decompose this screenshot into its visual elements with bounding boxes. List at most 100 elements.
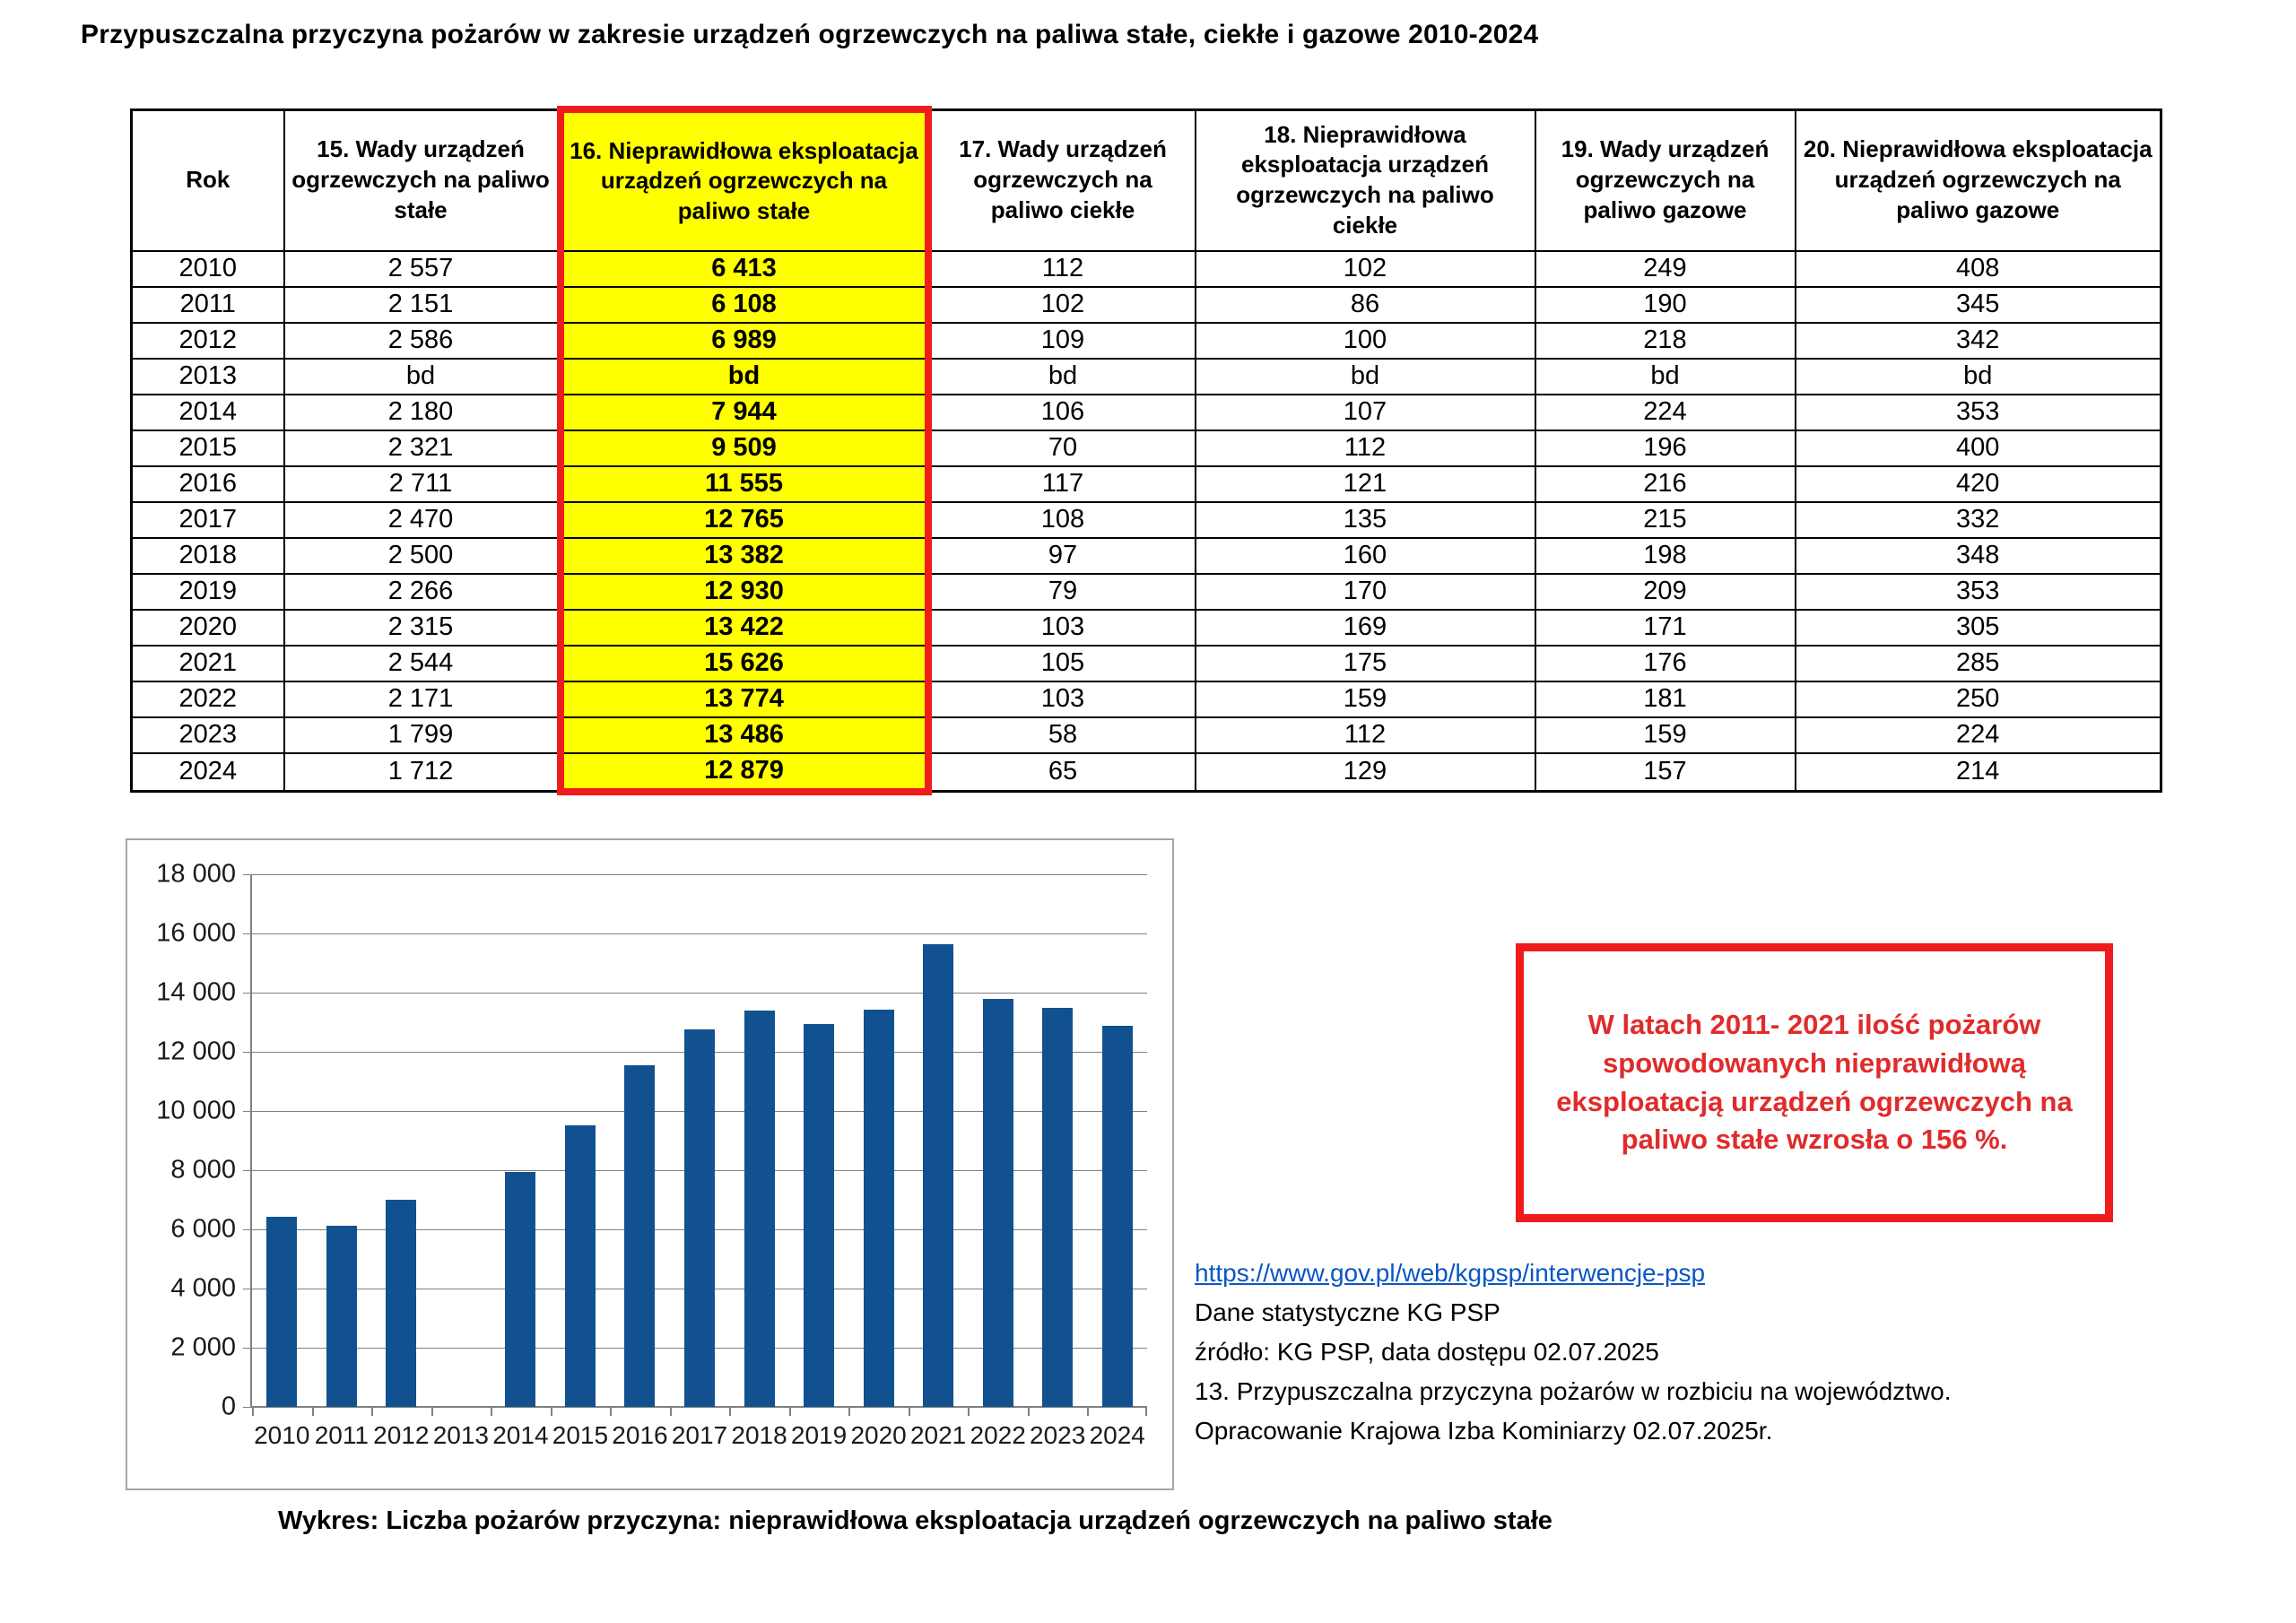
value-cell: 100 <box>1194 321 1536 360</box>
y-axis-tick <box>243 933 252 934</box>
chart-bar-2019 <box>804 1024 835 1407</box>
y-axis-label: 0 <box>221 1392 236 1421</box>
table-row: 2013 bd bd bd bd bd bd <box>130 357 2162 395</box>
year-cell: 2023 <box>130 716 285 754</box>
value-cell: 79 <box>926 572 1196 611</box>
value-cell: 2 321 <box>283 429 561 467</box>
source-line: Dane statystyczne KG PSP <box>1195 1298 1500 1326</box>
x-axis-tick <box>371 1407 374 1416</box>
value-cell: 12 879 <box>556 751 932 795</box>
x-axis-tick <box>848 1407 851 1416</box>
value-cell: 2 266 <box>283 572 561 611</box>
column-header: 18. Nieprawidłowa eksploatacja urządzeń … <box>1194 108 1536 252</box>
x-axis-label: 2018 <box>731 1421 787 1449</box>
x-axis-tick <box>550 1407 552 1416</box>
gridline <box>252 933 1147 934</box>
value-cell: 198 <box>1534 536 1796 575</box>
value-cell: 12 765 <box>556 500 932 539</box>
bar-chart: 0 2 000 4 000 6 000 8 000 10 000 12 000 14 000 1… <box>126 838 1174 1490</box>
x-axis-tick <box>968 1407 970 1416</box>
year-cell: 2017 <box>130 500 285 539</box>
value-cell: 2 171 <box>283 680 561 718</box>
x-axis-label: 2020 <box>850 1421 907 1449</box>
statistics-table: Rok 15. Wady urządzeń ogrzewczych na pali… <box>130 106 2162 795</box>
y-axis-tick <box>243 1170 252 1171</box>
x-axis-label: 2021 <box>909 1421 967 1449</box>
value-cell: 249 <box>1534 249 1796 288</box>
value-cell: 86 <box>1194 285 1536 324</box>
value-cell: 159 <box>1194 680 1536 718</box>
gridline <box>252 874 1147 875</box>
value-cell: 305 <box>1794 608 2162 647</box>
value-cell: 342 <box>1794 321 2162 360</box>
value-cell: 6 108 <box>556 285 932 324</box>
table-row: 2024 1 712 12 879 65 129 157 214 <box>130 751 2162 795</box>
value-cell: 65 <box>926 751 1196 793</box>
chart-bar-2024 <box>1101 1026 1133 1407</box>
x-axis-label: 2011 <box>314 1421 369 1449</box>
value-cell: 1 712 <box>283 751 561 793</box>
value-cell: 103 <box>926 608 1196 647</box>
value-cell: 170 <box>1194 572 1536 611</box>
chart-bar-2015 <box>564 1125 596 1407</box>
value-cell: 353 <box>1794 393 2162 431</box>
page-title: Przypuszczalna przyczyna pożarów w zakre… <box>81 20 1539 49</box>
y-axis-label: 4 000 <box>170 1273 236 1303</box>
x-axis-tick <box>1087 1407 1090 1416</box>
column-header: 19. Wady urządzeń ogrzewczych na paliwo … <box>1534 108 1796 252</box>
chart-caption: Wykres: Liczba pożarów przyczyna: niepra… <box>278 1506 1552 1535</box>
value-cell: 105 <box>926 644 1196 682</box>
y-axis-label: 6 000 <box>170 1214 236 1244</box>
year-cell: 2020 <box>130 608 285 647</box>
value-cell: 159 <box>1534 716 1796 754</box>
x-axis-tick <box>311 1407 314 1416</box>
plot-area: 0 2 000 4 000 6 000 8 000 10 000 12 000 14 000 1… <box>156 860 1147 1449</box>
value-cell: 175 <box>1194 644 1536 682</box>
year-cell: 2022 <box>130 680 285 718</box>
value-cell: 11 555 <box>556 464 932 503</box>
value-cell: 332 <box>1794 500 2162 539</box>
value-cell: bd <box>556 357 932 395</box>
value-cell: 157 <box>1534 751 1796 793</box>
value-cell: 121 <box>1194 464 1536 503</box>
table-row: 2023 1 799 13 486 58 112 159 224 <box>130 716 2162 754</box>
value-cell: 169 <box>1194 608 1536 647</box>
value-cell: 112 <box>1194 716 1536 754</box>
value-cell: 348 <box>1794 536 2162 575</box>
column-header: 17. Wady urządzeń ogrzewczych na paliwo … <box>926 108 1196 252</box>
y-axis-label: 8 000 <box>170 1155 236 1185</box>
y-axis-tick <box>243 1111 252 1112</box>
value-cell: 345 <box>1794 285 2162 324</box>
x-axis-label: 2016 <box>612 1421 668 1449</box>
source-line: źródło: KG PSP, data dostępu 02.07.2025 <box>1195 1338 1659 1366</box>
year-cell: 2019 <box>130 572 285 611</box>
value-cell: 215 <box>1534 500 1796 539</box>
table-row: 2010 2 557 6 413 112 102 249 408 <box>130 249 2162 288</box>
x-axis-tick <box>669 1407 672 1416</box>
year-cell: 2021 <box>130 644 285 682</box>
value-cell: 117 <box>926 464 1196 503</box>
value-cell: 13 382 <box>556 536 932 575</box>
source-line: 13. Przypuszczalna przyczyna pożarów w r… <box>1195 1377 1952 1405</box>
x-axis-label: 2012 <box>373 1421 430 1449</box>
source-link[interactable]: https://www.gov.pl/web/kgpsp/interwencje… <box>1195 1259 1706 1287</box>
value-cell: 107 <box>1194 393 1536 431</box>
value-cell: 353 <box>1794 572 2162 611</box>
value-cell: 108 <box>926 500 1196 539</box>
x-axis-label: 2017 <box>671 1421 728 1449</box>
x-axis-tick <box>908 1407 910 1416</box>
chart-bar-2017 <box>684 1028 715 1407</box>
value-cell: bd <box>283 357 561 395</box>
table-row: 2016 2 711 11 555 117 121 216 420 <box>130 464 2162 503</box>
value-cell: 15 626 <box>556 644 932 682</box>
column-header: 20. Nieprawidłowa eksploatacja urządzeń … <box>1794 108 2162 252</box>
gridline <box>252 993 1147 994</box>
value-cell: 400 <box>1794 429 2162 467</box>
value-cell: 13 486 <box>556 716 932 754</box>
value-cell: 7 944 <box>556 393 932 431</box>
value-cell: 102 <box>1194 249 1536 288</box>
value-cell: 6 413 <box>556 249 932 288</box>
chart-bar-2023 <box>1042 1007 1074 1407</box>
year-cell: 2012 <box>130 321 285 360</box>
